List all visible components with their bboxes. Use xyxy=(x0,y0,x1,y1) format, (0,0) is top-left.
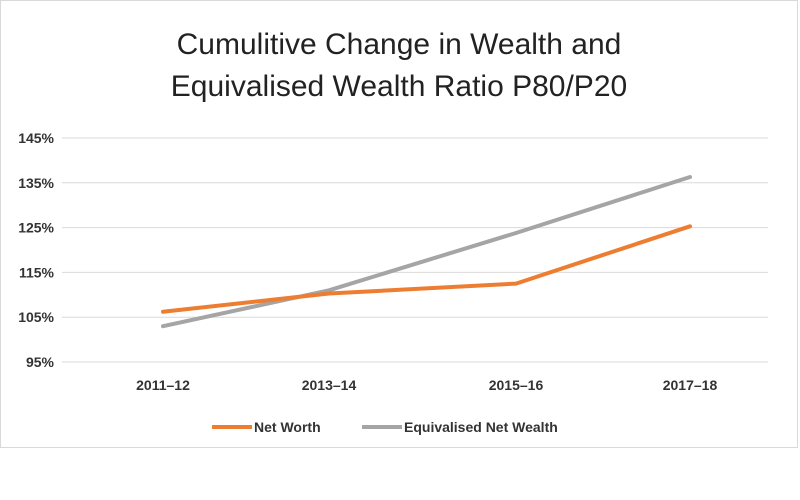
y-tick-label: 135% xyxy=(18,175,54,191)
series-line-net-worth xyxy=(161,224,692,314)
series-lines xyxy=(161,175,692,329)
x-tick-label: 2015–16 xyxy=(489,377,544,393)
chart-title: Cumulitive Change in Wealth and Equivali… xyxy=(0,24,798,108)
y-axis-tick-labels: 95% 105% 115% 125% 135% 145% xyxy=(18,130,54,370)
legend: Net Worth Equivalised Net Wealth xyxy=(212,419,558,435)
x-axis-tick-labels: 2011–12 2013–14 2015–16 2017–18 xyxy=(136,377,717,393)
y-tick-label: 95% xyxy=(26,354,55,370)
y-tick-label: 125% xyxy=(18,220,54,236)
legend-label: Net Worth xyxy=(254,419,321,435)
series-line-equivalised-net-wealth xyxy=(161,175,692,329)
chart-title-line-1: Cumulitive Change in Wealth and xyxy=(176,28,622,61)
y-tick-label: 115% xyxy=(19,264,55,280)
x-tick-label: 2013–14 xyxy=(302,377,357,393)
x-tick-label: 2011–12 xyxy=(136,377,190,393)
chart-title-line-2: Equivalised Wealth Ratio P80/P20 xyxy=(170,70,628,103)
legend-label: Equivalised Net Wealth xyxy=(404,419,558,435)
x-tick-label: 2017–18 xyxy=(663,377,718,393)
y-tick-label: 105% xyxy=(18,309,54,325)
y-tick-label: 145% xyxy=(18,130,54,146)
gridlines xyxy=(62,137,768,363)
chart-frame xyxy=(0,0,798,448)
